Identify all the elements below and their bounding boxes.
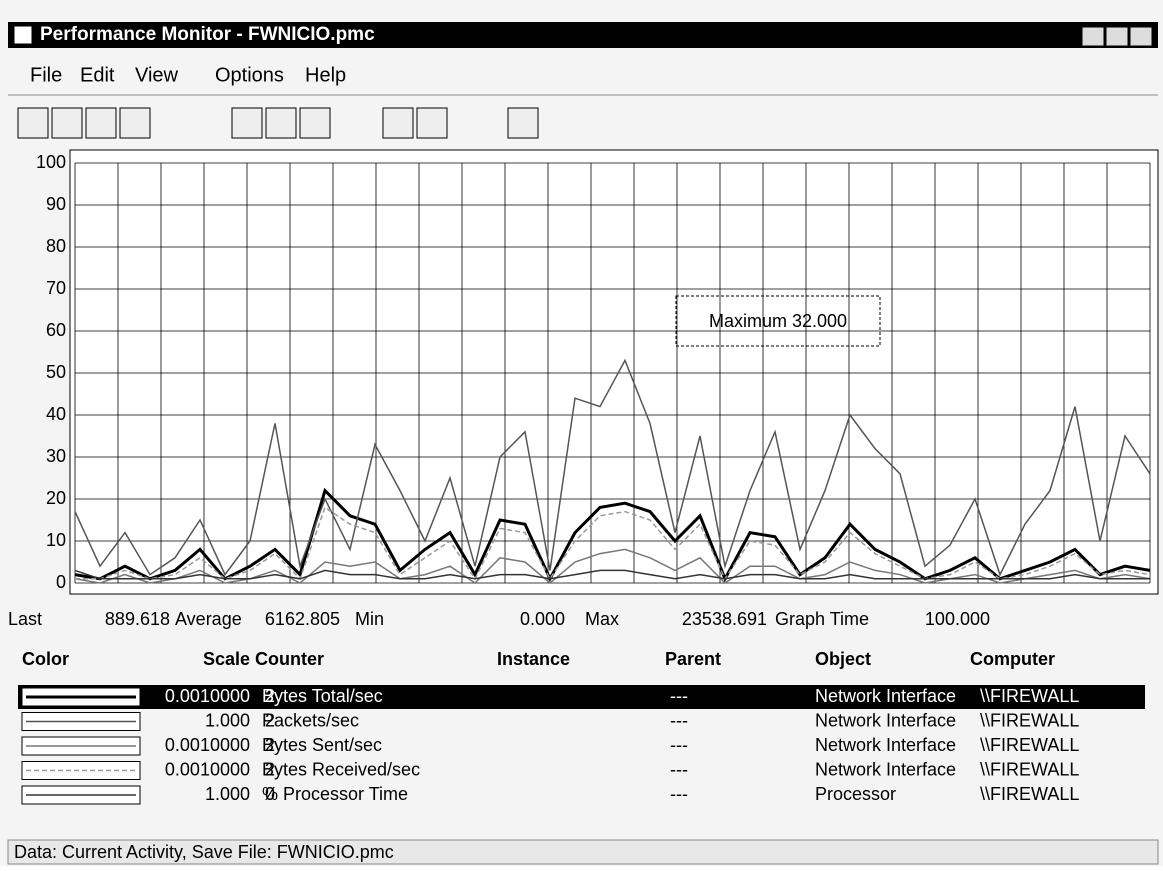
window-controls[interactable] [1082,27,1152,46]
stat-label: Min [355,609,384,629]
table-cell: 2 [265,759,275,779]
stat-label: Max [585,609,619,629]
column-header[interactable]: Instance [497,649,570,669]
counter-name: Bytes Total/sec [262,686,383,706]
tool-chart[interactable] [18,108,48,138]
menu-item[interactable]: Edit [80,64,115,86]
stat-value: 6162.805 [265,609,340,629]
table-cell: 1.000 [205,784,250,804]
status-text: Data: Current Activity, Save File: FWNIC… [14,842,394,862]
page: Performance Monitor - FWNICIO.pmc Maximu… [0,0,1163,866]
table-cell: \\FIREWALL [980,784,1079,804]
stat-value: 23538.691 [682,609,767,629]
y-tick-label: 60 [46,320,66,340]
annotation: Maximum 32.000 [709,311,847,331]
y-tick-label: 70 [46,278,66,298]
menu-item[interactable]: View [135,64,179,86]
y-tick-label: 100 [36,152,66,172]
table-cell: \\FIREWALL [980,735,1079,755]
window: Performance Monitor - FWNICIO.pmc Maximu… [0,0,1163,866]
tool-report[interactable] [120,108,150,138]
tool-snapshot[interactable] [383,108,413,138]
tool-options[interactable] [508,108,538,138]
stat-label: Graph Time [775,609,869,629]
table-cell: Network Interface [815,735,956,755]
stat-label: Last [8,609,42,629]
menu-item[interactable]: Options [215,64,284,86]
app-icon [14,26,32,44]
stat-value: 889.618 [105,609,170,629]
table-row[interactable] [18,710,1145,734]
table-cell: Network Interface [815,686,956,706]
table-cell: 0.0010000 [165,735,250,755]
table-cell: 0 [265,784,275,804]
minimize-button[interactable] [1082,27,1104,46]
y-tick-label: 30 [46,446,66,466]
table-cell: Network Interface [815,710,956,730]
table-cell: 2 [265,710,275,730]
y-tick-label: 50 [46,362,66,382]
column-header[interactable]: Object [815,649,871,669]
tool-edit[interactable] [266,108,296,138]
stat-value: 0.000 [520,609,565,629]
table-cell: Network Interface [815,759,956,779]
column-header[interactable]: Scale [203,649,250,669]
column-header[interactable]: Color [22,649,69,669]
table-cell: Processor [815,784,896,804]
column-header[interactable]: Parent [665,649,721,669]
table-cell: \\FIREWALL [980,710,1079,730]
counter-name: Bytes Received/sec [262,759,420,779]
column-header[interactable]: Computer [970,649,1055,669]
table-cell: --- [670,686,688,706]
table-cell: 2 [265,686,275,706]
y-tick-label: 40 [46,404,66,424]
stat-label: Average [175,609,242,629]
table-cell: --- [670,735,688,755]
table-cell: 2 [265,735,275,755]
table-cell: \\FIREWALL [980,686,1079,706]
column-header[interactable]: Counter [255,649,324,669]
close-button[interactable] [1130,27,1152,46]
table-cell: 0.0010000 [165,686,250,706]
chart-area [70,150,1158,594]
counter-name: % Processor Time [262,784,408,804]
menu-item[interactable]: Help [305,64,346,86]
y-tick-label: 0 [56,572,66,592]
tool-bookmark[interactable] [417,108,447,138]
table-cell: 1.000 [205,710,250,730]
table-cell: 0.0010000 [165,759,250,779]
y-tick-label: 10 [46,530,66,550]
table-cell: --- [670,784,688,804]
tool-add[interactable] [232,108,262,138]
y-tick-label: 80 [46,236,66,256]
tool-log[interactable] [86,108,116,138]
stat-value: 100.000 [925,609,990,629]
table-cell: \\FIREWALL [980,759,1079,779]
table-row[interactable] [18,783,1145,807]
tool-delete[interactable] [300,108,330,138]
menu-item[interactable]: File [30,64,62,86]
table-cell: --- [670,710,688,730]
counter-name: Bytes Sent/sec [262,735,382,755]
window-title: Performance Monitor - FWNICIO.pmc [40,24,375,45]
tool-alert[interactable] [52,108,82,138]
maximize-button[interactable] [1106,27,1128,46]
table-cell: --- [670,759,688,779]
y-tick-label: 20 [46,488,66,508]
y-tick-label: 90 [46,194,66,214]
counter-name: Packets/sec [262,710,359,730]
